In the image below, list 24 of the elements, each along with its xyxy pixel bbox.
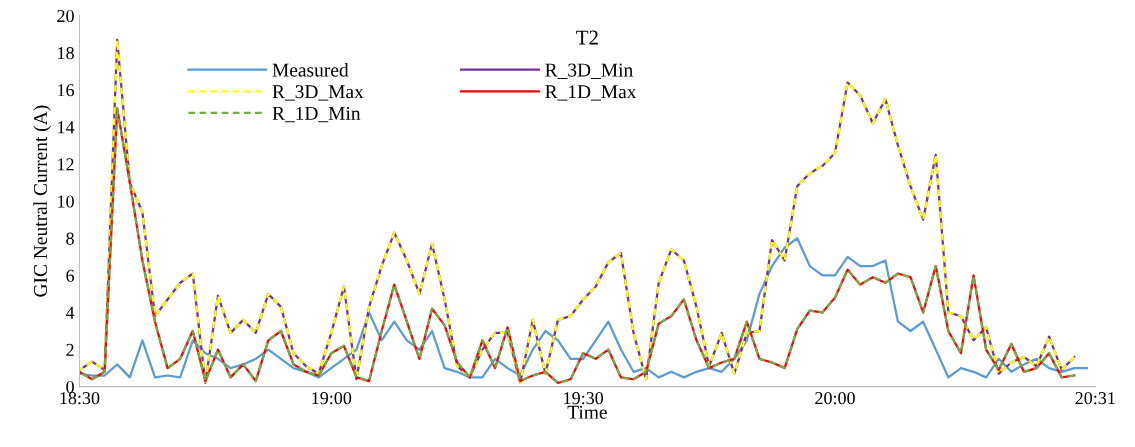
- legend-label: R_1D_Min: [272, 106, 361, 123]
- legend-label: R_3D_Min: [545, 63, 633, 79]
- y-tick-label: 20: [57, 9, 74, 23]
- x-axis-title: Time: [567, 405, 607, 419]
- y-tick-label: 16: [58, 84, 75, 97]
- x-tick-label: 19:00: [312, 392, 352, 405]
- y-tick-label: 18: [58, 47, 74, 60]
- y-tick-label: 10: [58, 195, 74, 208]
- y-tick-label: 4: [65, 306, 75, 319]
- x-tick-label: 20:31: [1075, 392, 1115, 405]
- y-tick-label: 0: [66, 380, 74, 394]
- y-tick-label: 6: [66, 269, 75, 282]
- y-tick-label: 12: [58, 158, 74, 171]
- y-tick-label: 14: [58, 121, 75, 134]
- legend-label: Measured: [272, 62, 349, 77]
- x-tick-label: 19:30: [564, 392, 604, 405]
- legend-label: R_1D_Max: [545, 85, 637, 101]
- y-tick-label: 2: [66, 343, 74, 356]
- text: T2: [576, 30, 598, 45]
- y-tick-label: 8: [66, 232, 74, 245]
- x-tick-label: 20:00: [815, 392, 855, 405]
- legend-label: R_3D_Max: [272, 85, 364, 101]
- x-tick-label: 18:30: [60, 392, 100, 405]
- y-axis-title: GIC Neutral Current (A): [33, 105, 51, 297]
